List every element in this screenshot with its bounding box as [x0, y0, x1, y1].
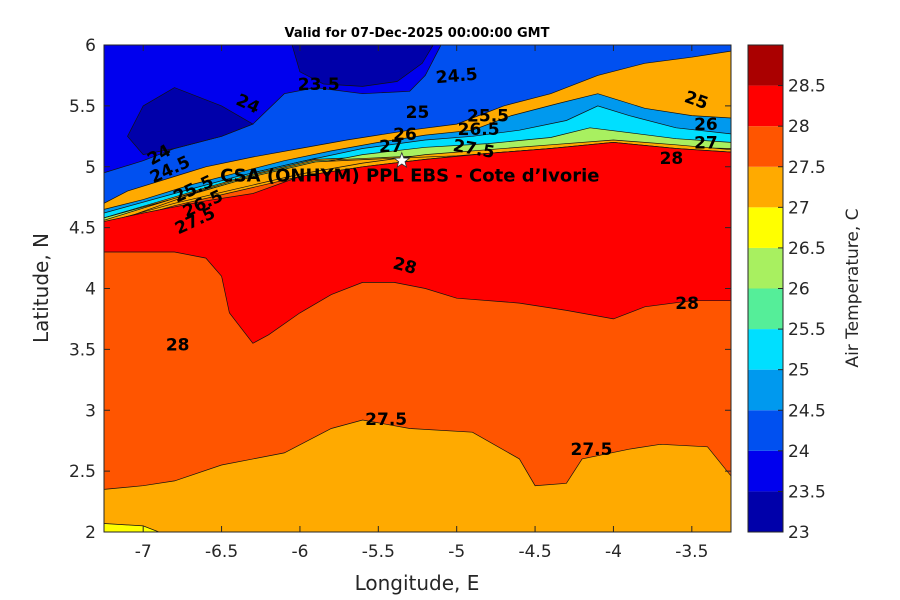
- contour-label-0: 23.5: [298, 75, 340, 95]
- colorbar: 23 23.5 24 24.5 25 25.5 26 26.5 27 27.5 28 28.5: [747, 44, 826, 543]
- colorbar-swatch: [748, 126, 783, 167]
- contour-label-6: 25: [406, 103, 430, 123]
- colorbar-swatch: [748, 410, 783, 451]
- y-tick-label: 3.5: [69, 340, 96, 360]
- contour-label-12: 27: [379, 137, 403, 157]
- contour-label-8: 26: [694, 115, 718, 135]
- y-axis: 2 2.5 3 3.5 4 4.5 5 5.5 6: [69, 36, 731, 543]
- x-tick-label: -6: [291, 542, 308, 562]
- site-label: CSA (ONHYM) PPL EBS - Cote d’Ivorie: [220, 166, 599, 187]
- y-tick-label: 5.5: [69, 97, 96, 117]
- x-tick-label: -4.5: [518, 542, 551, 562]
- colorbar-tick-label: 23: [788, 523, 810, 543]
- colorbar-swatch: [748, 85, 783, 127]
- x-tick-label: -6.5: [205, 542, 238, 562]
- y-tick-label: 4.5: [69, 219, 96, 239]
- colorbar-label: Air Temperature, C: [843, 208, 863, 367]
- contour-region-10: [104, 523, 160, 532]
- y-tick-label: 5: [85, 158, 96, 178]
- colorbar-tick-label: 26: [788, 280, 810, 300]
- contour-label-22: 27.5: [571, 440, 613, 460]
- x-tick-label: -5.5: [362, 542, 395, 562]
- colorbar-swatch: [748, 166, 783, 208]
- colorbar-tick-label: 25.5: [788, 320, 826, 340]
- y-axis-label: Latitude, N: [29, 233, 53, 343]
- colorbar-swatch: [748, 329, 783, 370]
- x-tick-label: -7: [135, 542, 152, 562]
- x-tick-label: -3.5: [675, 542, 708, 562]
- x-tick-label: -4: [605, 542, 622, 562]
- colorbar-tick-label: 24.5: [788, 401, 826, 421]
- colorbar-swatch: [748, 207, 783, 248]
- colorbar-tick-label: 27: [788, 198, 810, 218]
- contour-label-9: 26: [393, 125, 417, 145]
- y-tick-label: 2: [85, 523, 96, 543]
- colorbar-tick-label: 27.5: [788, 158, 826, 178]
- contour-region-6: [104, 127, 731, 221]
- contour-label-20: 28: [166, 336, 190, 356]
- colorbar-swatch: [748, 491, 783, 532]
- contour-region-2: [127, 87, 254, 155]
- contour-label-19: 28: [675, 294, 699, 314]
- colorbar-tick-label: 23.5: [788, 482, 826, 502]
- colorbar-tick-label: 24: [788, 442, 810, 462]
- colorbar-swatch: [748, 450, 783, 492]
- chart-title: Valid for 07-Dec-2025 00:00:00 GMT: [285, 26, 550, 41]
- colorbar-swatch: [748, 369, 783, 411]
- contour-label-2: 24.5: [435, 65, 479, 89]
- contour-label-14: 28: [660, 149, 684, 169]
- contour-label-21: 27.5: [365, 410, 407, 430]
- contour-label-10: 26.5: [458, 120, 500, 140]
- colorbar-swatch: [748, 288, 783, 330]
- plot-area: CSA (ONHYM) PPL EBS - Cote d’Ivorie 23.5…: [103, 44, 732, 533]
- contour-label-11: 27: [694, 133, 718, 153]
- site-marker-star: [393, 151, 411, 169]
- x-axis-label: Longitude, E: [355, 571, 480, 595]
- colorbar-swatch: [748, 45, 783, 86]
- colorbar-tick-label: 26.5: [788, 239, 826, 259]
- y-tick-label: 2.5: [69, 462, 96, 482]
- colorbar-tick-label: 28: [788, 117, 810, 137]
- contour-region-3: [291, 45, 434, 87]
- colorbar-tick-label: 28.5: [788, 77, 826, 97]
- x-axis: -7 -6.5 -6 -5.5 -5 -4.5 -4 -3.5: [135, 45, 708, 562]
- y-tick-label: 3: [85, 401, 96, 421]
- contour-label-7: 25.5: [467, 107, 509, 127]
- colorbar-tick-label: 25: [788, 361, 810, 381]
- contour-region-9: [104, 142, 731, 344]
- y-tick-label: 6: [85, 36, 96, 56]
- y-tick-label: 4: [85, 280, 96, 300]
- colorbar-swatch: [748, 247, 783, 289]
- x-tick-label: -5: [448, 542, 465, 562]
